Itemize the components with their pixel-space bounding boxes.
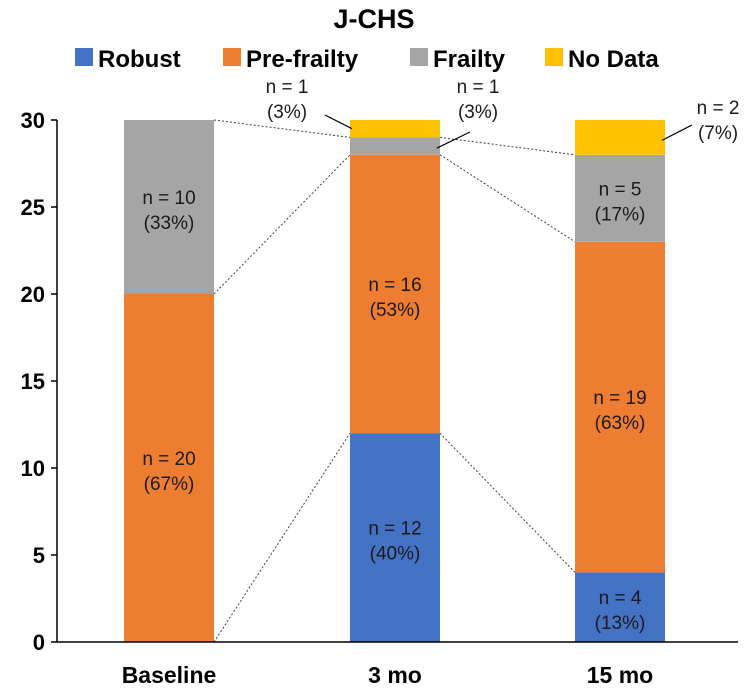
legend-swatch-no-data bbox=[545, 48, 563, 66]
bar-robust-3-mo bbox=[350, 433, 440, 642]
bars bbox=[124, 120, 665, 642]
bar-robust-15-mo bbox=[575, 572, 665, 642]
y-tick-label: 5 bbox=[33, 543, 45, 568]
axes: 0 5 10 15 20 25 30 Baseline 3 mo 15 mo bbox=[21, 108, 738, 688]
label-frailty-3-mo: n = 1 (3%) bbox=[457, 77, 500, 123]
label-pre-frailty-15-mo: n = 19 (63%) bbox=[593, 388, 646, 434]
label-no-data-3-mo: n = 1 (3%) bbox=[266, 77, 309, 123]
y-tick-label: 25 bbox=[21, 195, 45, 220]
connector-lines bbox=[213, 119, 576, 643]
legend: Robust Pre-frailty Frailty No Data bbox=[75, 46, 659, 73]
bar-pre-frailty-3-mo bbox=[350, 154, 440, 434]
x-tick-label-3-mo: 3 mo bbox=[368, 662, 422, 688]
legend-label-robust: Robust bbox=[98, 46, 181, 73]
label-robust-15-mo: n = 4 (13%) bbox=[595, 588, 646, 634]
connector-robust-baseline-3mo bbox=[213, 432, 351, 643]
legend-label-pre-frailty: Pre-frailty bbox=[246, 46, 359, 73]
connector-frailty-baseline-3mo bbox=[213, 119, 351, 138]
leader-frailty-3-mo bbox=[436, 131, 471, 149]
legend-label-frailty: Frailty bbox=[433, 46, 506, 73]
label-pre-frailty-3-mo: n = 16 (53%) bbox=[368, 275, 421, 321]
bar-no-data-15-mo bbox=[575, 120, 665, 155]
bar-frailty-15-mo bbox=[575, 154, 665, 242]
leader-no-data-3-mo bbox=[324, 114, 353, 130]
label-no-data-15-mo: n = 2 (7%) bbox=[697, 98, 740, 144]
label-frailty-15-mo: n = 5 (17%) bbox=[595, 179, 646, 225]
y-tick-label: 0 bbox=[33, 630, 45, 655]
chart-title: J-CHS bbox=[333, 4, 414, 34]
legend-swatch-robust bbox=[75, 48, 93, 66]
connector-robust-3mo-15mo bbox=[439, 432, 576, 573]
label-frailty-baseline: n = 10 (33%) bbox=[142, 188, 195, 234]
legend-label-no-data: No Data bbox=[568, 46, 659, 73]
legend-swatch-pre-frailty bbox=[223, 48, 241, 66]
y-tick-label: 10 bbox=[21, 456, 45, 481]
data-labels: n = 20 (67%) n = 10 (33%) n = 12 (40%) n = 16(… bbox=[142, 77, 739, 634]
bar-no-data-3-mo bbox=[350, 120, 440, 138]
connector-prefrailty-baseline-3mo bbox=[213, 154, 351, 295]
x-tick-label-baseline: Baseline bbox=[122, 662, 217, 688]
bar-frailty-3-mo bbox=[350, 137, 440, 155]
y-tick-label: 30 bbox=[21, 108, 45, 133]
leader-no-data-15-mo bbox=[661, 124, 693, 141]
bar-pre-frailty-baseline bbox=[124, 294, 214, 642]
label-pre-frailty-baseline: n = 20 (67%) bbox=[142, 449, 195, 495]
connector-prefrailty-3mo-15mo bbox=[439, 154, 576, 243]
legend-swatch-frailty bbox=[410, 48, 428, 66]
label-robust-3-mo: n = 12 (40%) bbox=[368, 519, 421, 565]
y-tick-label: 15 bbox=[21, 369, 45, 394]
bar-frailty-baseline bbox=[124, 120, 214, 294]
bar-pre-frailty-15-mo bbox=[575, 241, 665, 573]
connector-frailty-3mo-15mo bbox=[439, 136, 576, 156]
x-tick-label-15-mo: 15 mo bbox=[587, 662, 653, 688]
y-tick-label: 20 bbox=[21, 282, 45, 307]
